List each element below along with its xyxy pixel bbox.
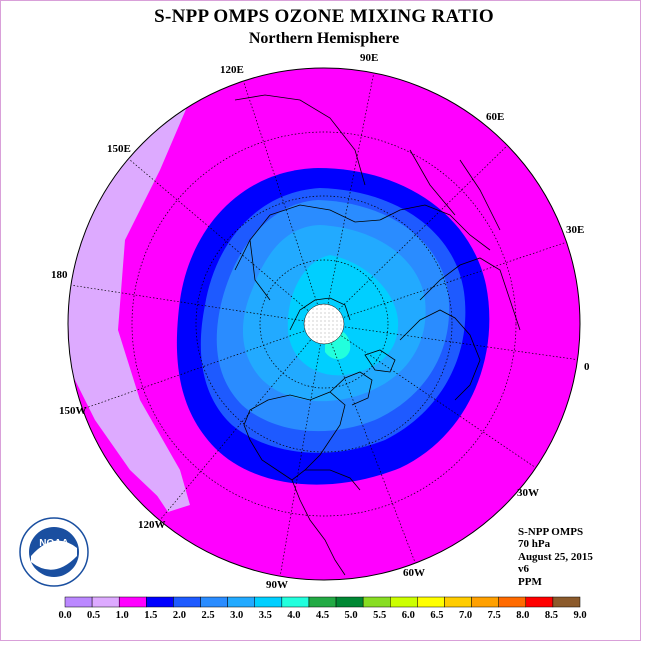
colorbar-swatch — [118, 596, 147, 608]
colorbar-tick-label: 3.5 — [259, 610, 272, 621]
colorbar-swatch — [525, 596, 554, 608]
coastlines — [234, 94, 521, 576]
colorbar-tick-label: 6.5 — [430, 610, 443, 621]
colorbar-swatch — [417, 596, 445, 608]
image-frame — [0, 0, 641, 641]
lon-label-120e: 120E — [220, 64, 244, 76]
colorbar-swatch — [308, 596, 337, 608]
lon-label-30w: 30W — [517, 487, 539, 499]
product-info: S-NPP OMPS 70 hPa August 25, 2015 v6 PPM — [518, 526, 593, 588]
map-boundary — [67, 67, 581, 581]
field-0-5-1-0-west — [68, 315, 180, 508]
colorbar-tick-label: 0.5 — [87, 610, 100, 621]
colorbar-tick-label: 4.5 — [316, 610, 329, 621]
colorbar-tick-label: 5.0 — [345, 610, 358, 621]
colorbar-swatch — [281, 596, 310, 608]
noaa-logo-text: NOAA — [39, 538, 68, 549]
lon-label-0: 0 — [584, 361, 590, 373]
map-title: S-NPP OMPS OZONE MIXING RATIO — [154, 6, 494, 27]
colorbar-swatch — [146, 596, 174, 608]
colorbar-swatch — [91, 596, 120, 608]
info-date: August 25, 2015 — [518, 550, 593, 563]
field-3-5-4-0 — [287, 255, 399, 376]
noaa-logo-bird — [31, 540, 77, 570]
colorbar-tick-label: 4.0 — [287, 610, 300, 621]
colorbar-tick-label: 1.5 — [144, 610, 157, 621]
colorbar-tick-label: 1.0 — [116, 610, 129, 621]
colorbar-swatch — [498, 596, 527, 608]
colorbar-tick-label: 5.5 — [373, 610, 386, 621]
colorbar-swatch — [335, 596, 364, 608]
info-level: 70 hPa — [518, 538, 551, 551]
colorbar-tick-label: 6.0 — [402, 610, 415, 621]
noaa-logo: NOAA — [19, 517, 89, 587]
lon-label-60e: 60E — [486, 111, 504, 123]
colorbar-swatch — [390, 596, 418, 608]
colorbar-tick-label: 2.5 — [201, 610, 214, 621]
lon-label-60w: 60W — [403, 567, 425, 579]
polar-no-data — [303, 303, 345, 345]
colorbar-swatch — [173, 596, 201, 608]
colorbar-swatch — [227, 596, 255, 608]
colorbar-swatch — [200, 596, 228, 608]
colorbar-swatch — [444, 596, 472, 608]
lon-label-90w: 90W — [266, 579, 288, 591]
graticule — [69, 71, 580, 578]
longitude-labels: 90E 60E 30E 0 120E 150E 180 150W 120W 90… — [51, 52, 590, 591]
lon-label-150w: 150W — [59, 405, 87, 417]
colorbar-tick-label: 8.0 — [516, 610, 529, 621]
colorbar-swatch — [254, 596, 283, 608]
colorbar-swatch — [471, 596, 499, 608]
colorbar-tick-label: 9.0 — [573, 610, 586, 621]
lon-label-150e: 150E — [107, 143, 131, 155]
colorbar-tick-label: 8.5 — [545, 610, 558, 621]
colorbar-tick-label: 7.5 — [488, 610, 501, 621]
lon-label-30e: 30E — [566, 224, 584, 236]
lon-label-90e: 90E — [360, 52, 378, 64]
colorbar-tick-label: 0.0 — [58, 610, 71, 621]
colorbar-swatch — [64, 596, 93, 608]
colorbar-tick-label: 7.0 — [459, 610, 472, 621]
colorbar-tick-label: 3.0 — [230, 610, 243, 621]
lon-label-180: 180 — [51, 269, 68, 281]
colorbar-swatch — [552, 596, 581, 608]
map-subtitle: Northern Hemisphere — [248, 30, 400, 47]
lon-label-120w: 120W — [138, 519, 166, 531]
colorbar-swatch — [362, 596, 391, 608]
info-units: PPM — [518, 575, 542, 588]
colorbar: 0.0 0.5 1.0 1.5 2.0 2.5 3.0 3.5 4.0 4.5 5.0 5.5 6.0 6… — [58, 596, 587, 621]
field-0-5-1-0 — [68, 68, 330, 512]
info-instrument: S-NPP OMPS — [518, 526, 584, 538]
colorbar-tick-label: 2.0 — [173, 610, 186, 621]
info-version: v6 — [518, 563, 529, 576]
